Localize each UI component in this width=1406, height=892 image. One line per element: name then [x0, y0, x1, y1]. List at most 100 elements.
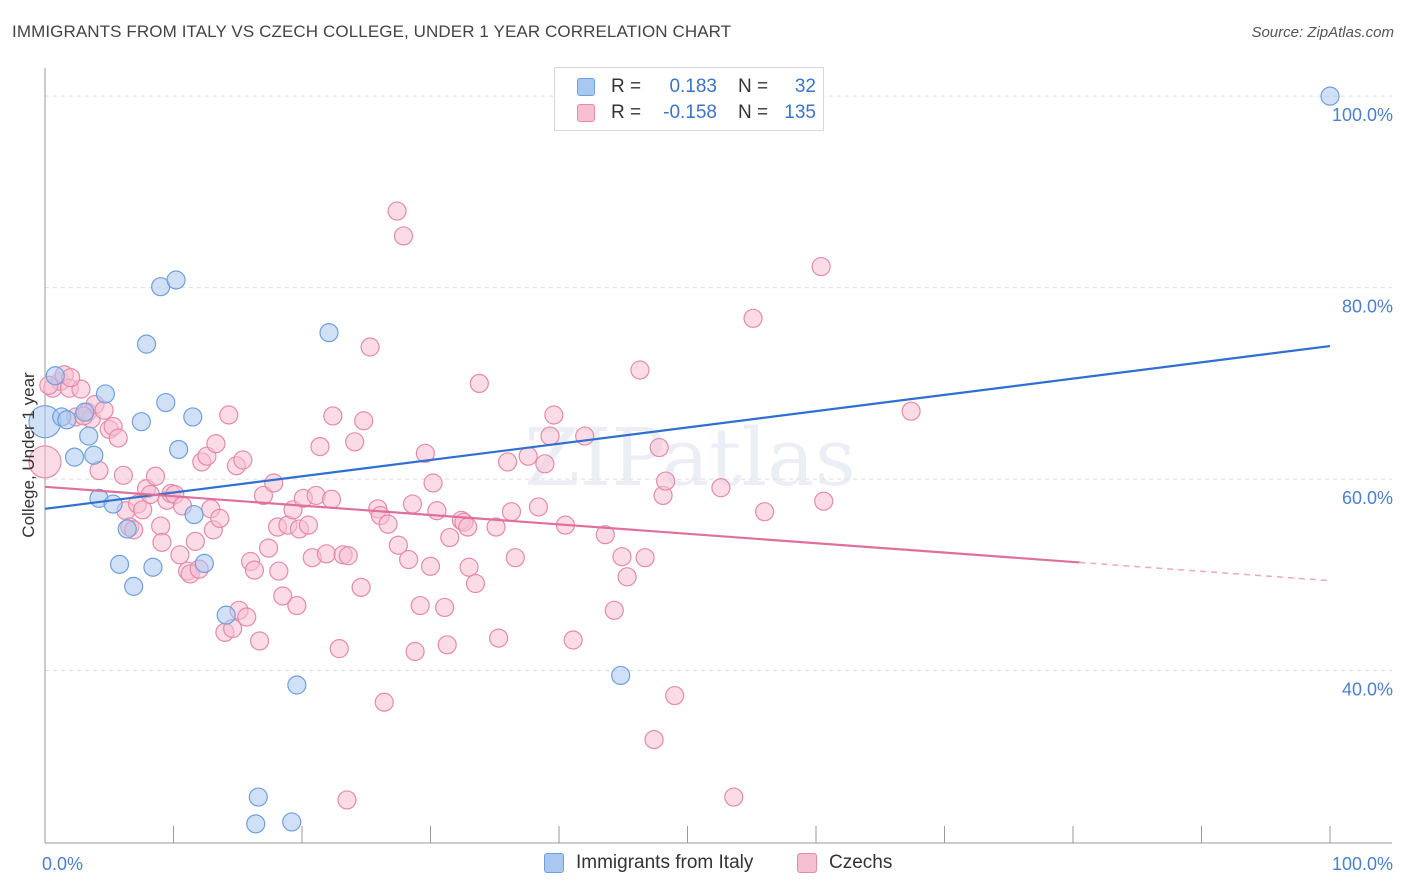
czech-point [595, 525, 615, 545]
czech-point [387, 201, 407, 221]
czech-point [440, 527, 460, 548]
italy-point [184, 504, 204, 525]
czech-point [528, 497, 549, 517]
r-label: R = [611, 102, 642, 123]
czech-point [635, 548, 655, 568]
y-tick-label: 100.0% [1332, 105, 1393, 125]
data-points [28, 86, 1340, 834]
czech-point [563, 630, 583, 650]
czech-point [298, 515, 319, 535]
czech-point [133, 500, 153, 520]
czech-point [415, 443, 435, 463]
italy-point [131, 412, 151, 432]
source-label: Source: ZipAtlas.com [1251, 24, 1394, 41]
italy-point [287, 675, 307, 695]
legend-item-italy[interactable]: Immigrants from Italy [544, 852, 753, 874]
czech-point [535, 454, 555, 474]
czech-point [152, 532, 172, 552]
czech-point [233, 450, 253, 470]
czech-point [649, 437, 669, 458]
czech-point [612, 547, 632, 567]
czech-point [465, 573, 486, 594]
y-tick-label: 40.0% [1342, 680, 1393, 700]
czech-trend-extension [1079, 561, 1331, 582]
czech-point [258, 538, 279, 558]
italy-legend-swatch [544, 853, 564, 873]
czech-point [264, 473, 284, 493]
czech-point [145, 466, 166, 486]
czech-point [378, 514, 398, 534]
italy-point [45, 366, 65, 386]
czech-point [814, 491, 834, 511]
italy-point [136, 334, 157, 354]
czech-point [206, 434, 226, 454]
czech-point [458, 517, 478, 537]
czech-point [354, 411, 374, 431]
italy-swatch [577, 78, 595, 96]
czech-point [337, 790, 357, 810]
italy-point [246, 814, 266, 834]
legend-item-czechs[interactable]: Czechs [797, 852, 892, 874]
czech-point [185, 531, 205, 551]
czech-point [486, 517, 506, 537]
czech-point [505, 548, 525, 568]
italy-point [109, 554, 130, 574]
x-tick-label: 0.0% [42, 854, 83, 874]
czech-point [498, 452, 518, 472]
czech-point [219, 405, 239, 425]
x-tick-label: 100.0% [1332, 854, 1393, 874]
czech-point [402, 494, 423, 514]
italy-point [282, 812, 302, 832]
czech-point [345, 432, 365, 452]
czech-point [435, 597, 455, 618]
czech-point [273, 586, 293, 606]
czech-point [374, 692, 394, 712]
czechs-swatch [577, 104, 595, 122]
czech-point [399, 549, 419, 570]
italy-point [143, 557, 163, 577]
italy-point [1320, 86, 1340, 106]
czech-point [28, 445, 62, 479]
czech-point [811, 256, 831, 277]
italy-point [183, 407, 203, 427]
y-tick-label: 60.0% [1342, 488, 1393, 508]
czech-point [711, 478, 731, 498]
czech-point [459, 557, 479, 577]
czech-point [665, 685, 685, 706]
italy-point [216, 605, 236, 625]
chart-title: IMMIGRANTS FROM ITALY VS CZECH COLLEGE, … [12, 22, 732, 41]
czech-point [388, 535, 408, 555]
italy-point [611, 665, 631, 686]
czech-point [237, 607, 257, 627]
czech-point [540, 426, 560, 446]
czech-point [423, 473, 443, 493]
czech-point [604, 600, 624, 620]
stats-legend: R = 0.183 N = 32 R = -0.158 N = 135 [554, 67, 824, 131]
czech-point [94, 400, 114, 420]
czech-point [360, 337, 380, 357]
czech-point [151, 516, 171, 536]
legend-label: Czechs [829, 852, 893, 873]
czech-point [743, 308, 763, 328]
watermark: ZIPatlas [524, 411, 856, 504]
czech-point [113, 465, 133, 485]
czech-point [321, 489, 342, 509]
czech-point [501, 502, 522, 522]
gridlines [45, 95, 1392, 672]
czechs-legend-swatch [797, 853, 817, 873]
italy-point [166, 270, 186, 290]
czech-point [393, 226, 414, 246]
czech-point [351, 577, 371, 597]
czech-point [489, 628, 509, 648]
czech-point [316, 544, 337, 564]
czech-point [617, 567, 637, 587]
italy-point [248, 787, 268, 807]
y-tick-label: 80.0% [1342, 297, 1393, 317]
italy-point [95, 384, 115, 404]
italy-point [103, 494, 123, 514]
r-label: R = [611, 76, 642, 97]
czech-point [644, 729, 664, 750]
czech-point [544, 405, 564, 425]
italy-point [169, 439, 189, 460]
